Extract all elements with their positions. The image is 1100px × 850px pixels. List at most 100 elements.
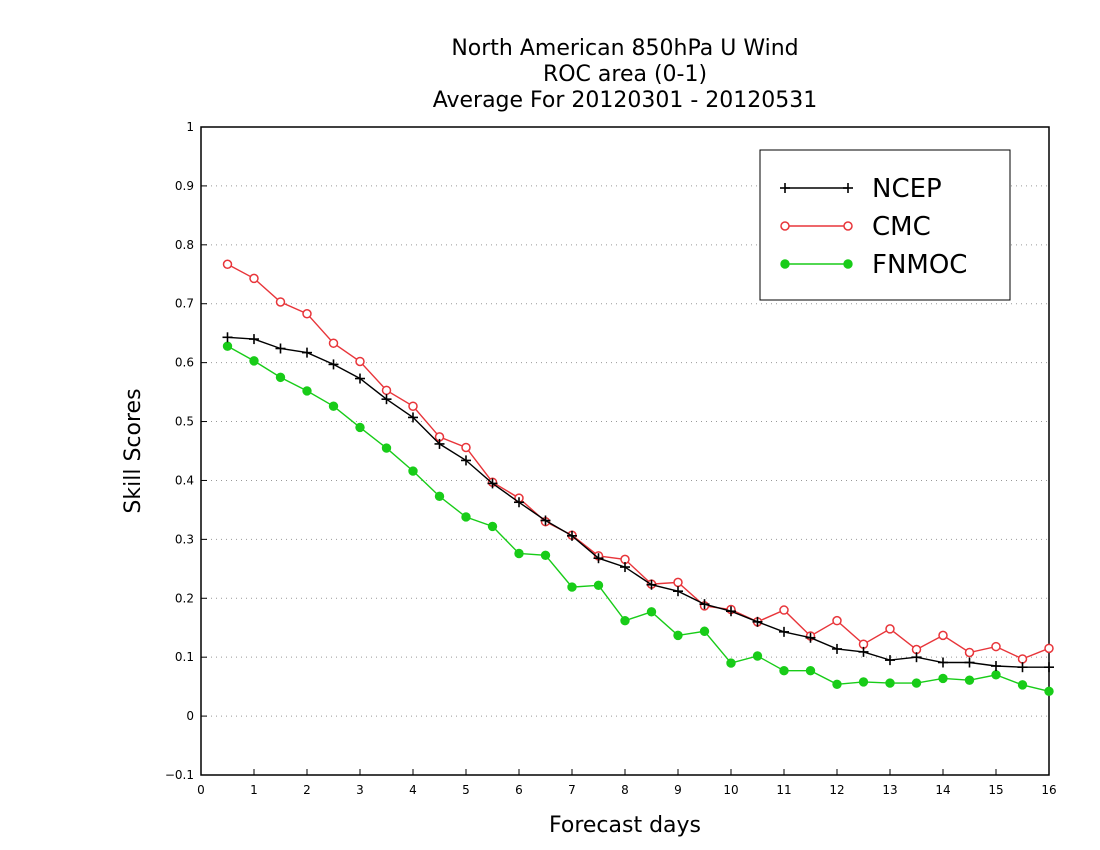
data-point-fnmoc bbox=[328, 401, 339, 411]
y-tick-label: 0.7 bbox=[175, 297, 194, 311]
x-tick-label: 2 bbox=[303, 783, 311, 797]
data-point-ncep bbox=[328, 359, 339, 370]
data-point-ncep bbox=[434, 438, 445, 449]
data-point-ncep bbox=[646, 579, 657, 590]
data-point-fnmoc bbox=[885, 678, 895, 688]
data-point-ncep bbox=[726, 606, 736, 617]
data-point-fnmoc bbox=[434, 491, 445, 502]
x-tick-label: 3 bbox=[356, 783, 364, 797]
data-point-fnmoc bbox=[222, 341, 233, 351]
data-point-fnmoc bbox=[938, 673, 948, 684]
data-point-ncep bbox=[964, 657, 975, 668]
data-point-cmc bbox=[461, 442, 471, 453]
x-tick-label: 0 bbox=[197, 783, 205, 797]
data-point-ncep bbox=[885, 655, 895, 666]
data-point-fnmoc bbox=[726, 658, 736, 668]
data-point-fnmoc bbox=[408, 466, 418, 476]
x-tick-label: 15 bbox=[988, 783, 1003, 797]
data-point-ncep bbox=[991, 661, 1001, 672]
data-point-ncep bbox=[381, 394, 392, 405]
y-tick-label: 0.5 bbox=[175, 415, 194, 429]
x-tick-label: 13 bbox=[882, 783, 897, 797]
y-tick-label: 0.4 bbox=[175, 473, 194, 487]
data-point-ncep bbox=[302, 347, 312, 358]
x-tick-label: 16 bbox=[1041, 783, 1056, 797]
data-point-fnmoc bbox=[646, 607, 657, 617]
data-point-fnmoc bbox=[858, 677, 869, 687]
legend-marker-ncep bbox=[843, 183, 853, 193]
y-tick-label: 0.1 bbox=[175, 650, 194, 664]
data-point-fnmoc bbox=[1017, 680, 1028, 690]
data-point-cmc bbox=[832, 615, 842, 626]
data-point-ncep bbox=[222, 332, 233, 343]
legend-marker-ncep bbox=[780, 183, 790, 193]
data-point-cmc bbox=[249, 273, 259, 284]
series-line-fnmoc bbox=[227, 345, 1050, 692]
series-line-ncep bbox=[227, 336, 1049, 668]
data-point-cmc bbox=[991, 641, 1001, 652]
data-point-ncep bbox=[805, 632, 816, 643]
data-point-ncep bbox=[275, 343, 286, 354]
data-point-fnmoc bbox=[487, 521, 498, 532]
legend-marker-cmc bbox=[843, 221, 853, 231]
data-point-cmc bbox=[355, 356, 365, 367]
y-axis-label: Skill Scores bbox=[121, 388, 146, 513]
data-point-ncep bbox=[1044, 662, 1054, 673]
y-tick-label: 0.8 bbox=[175, 238, 194, 252]
x-tick-label: 9 bbox=[674, 783, 682, 797]
x-tick-label: 4 bbox=[409, 783, 417, 797]
data-point-fnmoc bbox=[832, 679, 842, 689]
series-layer bbox=[222, 259, 1054, 697]
legend-item-ncep: NCEP bbox=[780, 174, 942, 204]
data-point-fnmoc bbox=[991, 670, 1001, 680]
legend: NCEP CMC FNMOC bbox=[759, 149, 1011, 301]
data-point-fnmoc bbox=[964, 675, 975, 685]
data-point-ncep bbox=[355, 373, 365, 384]
x-tick-label: 10 bbox=[723, 783, 738, 797]
data-point-fnmoc bbox=[302, 386, 312, 396]
data-point-cmc bbox=[408, 401, 418, 411]
chart-title-line-2: ROC area (0-1) bbox=[542, 62, 708, 87]
y-tick-label: 0.3 bbox=[175, 532, 194, 546]
data-point-ncep bbox=[408, 412, 418, 423]
series-cmc bbox=[222, 259, 1054, 664]
data-point-cmc bbox=[1044, 643, 1054, 654]
legend-box bbox=[759, 149, 1011, 301]
data-point-fnmoc bbox=[249, 356, 259, 366]
data-point-cmc bbox=[964, 647, 975, 658]
data-point-cmc bbox=[885, 624, 895, 634]
legend-label-cmc: CMC bbox=[872, 212, 931, 242]
y-tick-label: 0.9 bbox=[175, 179, 194, 193]
data-point-fnmoc bbox=[752, 651, 763, 661]
data-point-fnmoc bbox=[461, 512, 471, 522]
chart-title-line-3: Average For 20120301 - 20120531 bbox=[432, 88, 818, 113]
series-line-cmc bbox=[227, 263, 1050, 660]
x-tick-label: 8 bbox=[621, 783, 629, 797]
data-point-cmc bbox=[779, 605, 789, 615]
legend-marker-fnmoc bbox=[780, 259, 790, 269]
data-point-fnmoc bbox=[673, 630, 683, 641]
x-tick-label: 14 bbox=[935, 783, 950, 797]
data-point-ncep bbox=[673, 586, 683, 597]
data-point-cmc bbox=[1017, 654, 1028, 664]
data-point-fnmoc bbox=[699, 626, 710, 636]
data-point-fnmoc bbox=[1044, 686, 1054, 697]
data-point-fnmoc bbox=[355, 422, 365, 433]
data-point-cmc bbox=[275, 297, 286, 307]
x-axis-label: Forecast days bbox=[549, 813, 701, 838]
data-point-ncep bbox=[779, 626, 789, 637]
x-tick-label: 11 bbox=[776, 783, 791, 797]
legend-label-ncep: NCEP bbox=[872, 174, 942, 204]
data-point-fnmoc bbox=[514, 548, 524, 559]
data-point-fnmoc bbox=[567, 582, 577, 592]
data-point-fnmoc bbox=[275, 372, 286, 383]
data-point-ncep bbox=[938, 657, 948, 668]
x-tick-label: 1 bbox=[250, 783, 258, 797]
data-point-cmc bbox=[328, 338, 339, 348]
series-fnmoc bbox=[222, 341, 1054, 697]
data-point-ncep bbox=[567, 530, 577, 541]
x-tick-label: 6 bbox=[515, 783, 523, 797]
data-point-ncep bbox=[911, 652, 922, 663]
legend-marker-fnmoc bbox=[843, 259, 853, 269]
